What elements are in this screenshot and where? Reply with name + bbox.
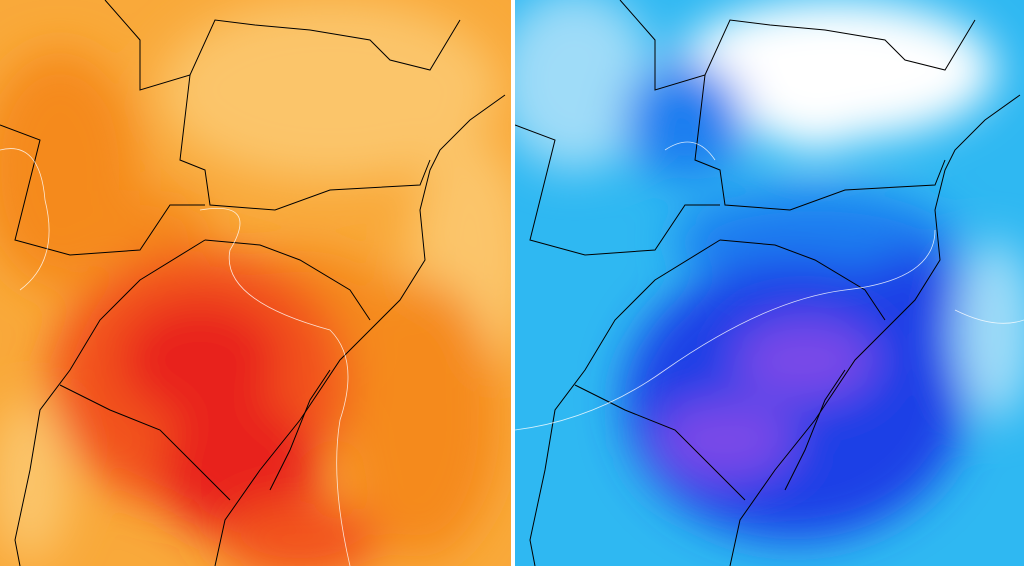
field-blob [120,300,280,420]
field-blob [515,0,655,170]
field-blob [675,0,995,140]
left-temperature-field [0,0,511,566]
left-contours [0,148,351,566]
right-contours [515,141,1024,431]
field-blob [340,280,500,560]
field-blob [655,400,795,480]
left-map [0,0,511,566]
field-blob [735,320,875,400]
left-map-panel [0,0,511,566]
field-blob [0,400,70,560]
field-blob [955,240,1024,420]
field-blob [160,0,500,180]
right-map [515,0,1024,566]
field-blob [625,60,745,180]
field-blob [220,500,380,566]
panel-divider [511,0,515,566]
left-state-boundaries [0,0,506,566]
field-blob [755,70,875,150]
field-blob [90,190,210,270]
right-state-boundaries [515,0,1021,566]
right-map-panel [515,0,1024,566]
